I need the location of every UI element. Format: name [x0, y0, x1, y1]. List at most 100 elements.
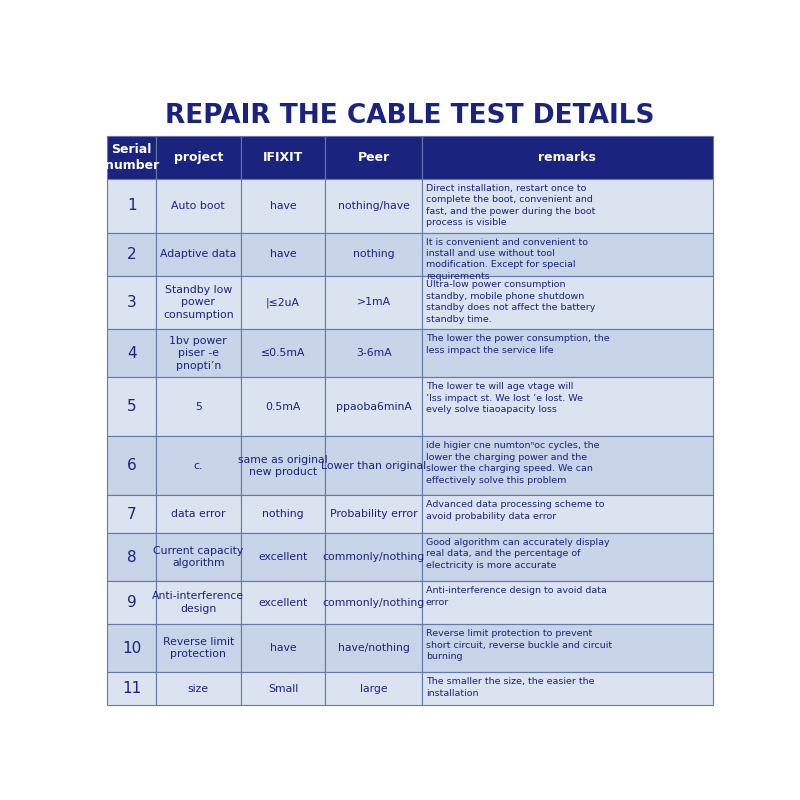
Text: have: have	[270, 249, 296, 259]
Text: Ultra-low power consumption
standby, mobile phone shutdown
standby does not affe: Ultra-low power consumption standby, mob…	[426, 281, 595, 324]
Bar	[326, 582, 422, 624]
Bar	[156, 275, 241, 329]
Text: project: project	[174, 151, 223, 164]
Bar	[422, 179, 713, 233]
Text: 1bv power
piser -e
pnopti’n: 1bv power piser -e pnopti’n	[170, 336, 227, 370]
Text: nothing: nothing	[353, 249, 394, 259]
Text: 1: 1	[127, 198, 137, 214]
Text: Anti-interference
design: Anti-interference design	[152, 591, 244, 614]
Bar	[422, 378, 713, 437]
Bar	[107, 275, 156, 329]
Text: size: size	[188, 683, 209, 694]
Text: The lower the power consumption, the
less impact the service life: The lower the power consumption, the les…	[426, 334, 610, 354]
Bar	[107, 329, 156, 378]
Text: Reverse limit
protection: Reverse limit protection	[162, 637, 234, 659]
Bar	[107, 233, 156, 275]
Bar	[156, 673, 241, 705]
Bar	[156, 136, 241, 179]
Text: nothing/have: nothing/have	[338, 201, 410, 210]
Text: Probability error: Probability error	[330, 509, 418, 519]
Bar	[241, 624, 326, 673]
Text: same as original
new product: same as original new product	[238, 454, 328, 477]
Text: Reverse limit protection to prevent
short circuit, reverse buckle and circuit
bu: Reverse limit protection to prevent shor…	[426, 629, 612, 661]
Bar	[107, 136, 156, 179]
Text: Good algorithm can accurately display
real data, and the percentage of
electrici: Good algorithm can accurately display re…	[426, 538, 610, 570]
Bar	[326, 136, 422, 179]
Text: Lower than original: Lower than original	[321, 461, 426, 471]
Text: 3-6mA: 3-6mA	[356, 348, 391, 358]
Bar	[422, 136, 713, 179]
Bar	[422, 495, 713, 533]
Text: ide higier cne numtonⁿoc cycles, the
lower the charging power and the
slower the: ide higier cne numtonⁿoc cycles, the low…	[426, 442, 599, 485]
Bar	[107, 495, 156, 533]
Bar	[156, 179, 241, 233]
Bar	[241, 275, 326, 329]
Text: It is convenient and convenient to
install and use without tool
modification. Ex: It is convenient and convenient to insta…	[426, 238, 588, 281]
Text: 5: 5	[127, 399, 137, 414]
Bar	[326, 329, 422, 378]
Bar	[422, 275, 713, 329]
Text: 5: 5	[194, 402, 202, 412]
Bar	[241, 533, 326, 582]
Text: 4: 4	[127, 346, 137, 361]
Text: Advanced data processing scheme to
avoid probability data error: Advanced data processing scheme to avoid…	[426, 500, 604, 521]
Bar	[326, 378, 422, 437]
Bar	[156, 624, 241, 673]
Bar	[156, 495, 241, 533]
Bar	[107, 437, 156, 495]
Bar	[326, 673, 422, 705]
Bar	[326, 437, 422, 495]
Text: 7: 7	[127, 506, 137, 522]
Bar	[241, 673, 326, 705]
Bar	[241, 378, 326, 437]
Bar	[107, 533, 156, 582]
Bar	[156, 582, 241, 624]
Text: have/nothing: have/nothing	[338, 643, 410, 654]
Bar	[156, 533, 241, 582]
Text: 3: 3	[126, 295, 137, 310]
Text: Auto boot: Auto boot	[171, 201, 225, 210]
Text: Peer: Peer	[358, 151, 390, 164]
Text: c.: c.	[194, 461, 203, 471]
Text: 10: 10	[122, 641, 142, 656]
Bar	[241, 437, 326, 495]
Bar	[241, 329, 326, 378]
Text: Current capacity
algorithm: Current capacity algorithm	[153, 546, 243, 568]
Bar	[326, 179, 422, 233]
Text: 6: 6	[126, 458, 137, 474]
Text: The smaller the size, the easier the
installation: The smaller the size, the easier the ins…	[426, 678, 594, 698]
Bar	[107, 179, 156, 233]
Text: commonly/nothing: commonly/nothing	[322, 598, 425, 608]
Bar	[241, 233, 326, 275]
Bar	[326, 495, 422, 533]
Text: Direct installation, restart once to
complete the boot, convenient and
fast, and: Direct installation, restart once to com…	[426, 184, 595, 227]
Bar	[241, 179, 326, 233]
Bar	[107, 673, 156, 705]
Bar	[241, 495, 326, 533]
Text: have: have	[270, 201, 296, 210]
Text: 9: 9	[126, 595, 137, 610]
Bar	[326, 275, 422, 329]
Text: Serial
number: Serial number	[105, 143, 158, 172]
Text: Anti-interference design to avoid data
error: Anti-interference design to avoid data e…	[426, 586, 606, 606]
Bar	[422, 624, 713, 673]
Text: 2: 2	[127, 246, 137, 262]
Text: Standby low
power
consumption: Standby low power consumption	[163, 285, 234, 320]
Bar	[241, 582, 326, 624]
Bar	[107, 582, 156, 624]
Bar	[156, 329, 241, 378]
Text: ≤0.5mA: ≤0.5mA	[261, 348, 305, 358]
Text: 8: 8	[127, 550, 137, 565]
Bar	[326, 233, 422, 275]
Text: nothing: nothing	[262, 509, 304, 519]
Text: ppaoba6minA: ppaoba6minA	[336, 402, 412, 412]
Text: Small: Small	[268, 683, 298, 694]
Text: commonly/nothing: commonly/nothing	[322, 552, 425, 562]
Text: 11: 11	[122, 681, 142, 696]
Bar	[107, 378, 156, 437]
Bar	[422, 329, 713, 378]
Bar	[326, 533, 422, 582]
Bar	[107, 624, 156, 673]
Bar	[156, 378, 241, 437]
Bar	[156, 437, 241, 495]
